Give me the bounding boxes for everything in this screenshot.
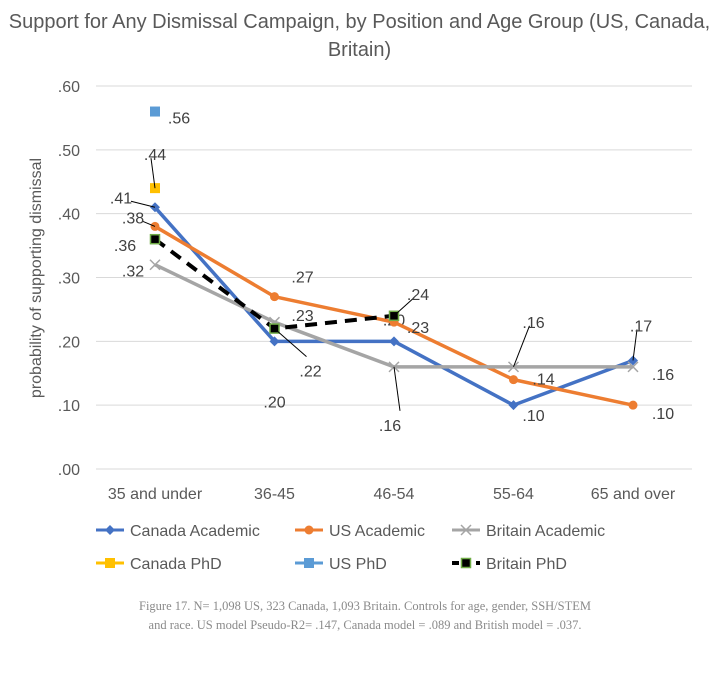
legend-label: US PhD: [329, 556, 387, 573]
data-label: .23: [407, 320, 429, 337]
data-label: .27: [291, 270, 313, 287]
circle-marker: [270, 292, 279, 302]
series-britain-academic: .32 .23 .16 .16 .16: [122, 259, 674, 435]
y-tick-label: .40: [58, 207, 80, 224]
leader-line: [130, 200, 156, 208]
legend-label: Britain PhD: [486, 556, 567, 573]
legend-item: US PhD: [295, 556, 387, 573]
square-marker: [150, 106, 160, 117]
leader-line: [632, 329, 638, 361]
data-label: .32: [122, 264, 144, 281]
diamond-marker: [269, 336, 280, 347]
data-label: .14: [532, 372, 554, 389]
series-line: [153, 206, 634, 407]
leader-line: [274, 328, 307, 357]
leader-line: [393, 366, 401, 411]
square-marker: [105, 558, 115, 568]
data-label: .16: [379, 418, 401, 435]
legend-label: Britain Academic: [486, 523, 605, 540]
x-marker: [149, 259, 161, 271]
leader-line: [393, 297, 415, 317]
series-canada-academic: .41.20.20.10.17: [110, 190, 652, 425]
series-britain-phd: .36 .22 .24: [114, 233, 429, 381]
chart-title: Support for Any Dismissal Campaign, by P…: [8, 11, 711, 61]
y-tick-label: .10: [58, 398, 80, 415]
diamond-marker: [389, 336, 399, 347]
legend-item: Canada Academic: [96, 523, 260, 540]
series-us-academic: .38 .27 .23 .14 .10: [122, 210, 674, 423]
data-label: .23: [291, 308, 313, 325]
square-marker: [149, 233, 161, 245]
series-us-phd: .56: [150, 106, 190, 128]
legend-item: Britain Academic: [452, 523, 605, 540]
data-label: .16: [652, 367, 674, 384]
x-tick-label: 36-45: [254, 486, 295, 503]
legend-item: US Academic: [295, 523, 425, 540]
data-label: .36: [114, 238, 136, 255]
x-tick-label: 65 and over: [591, 486, 676, 503]
x-marker: [627, 361, 639, 373]
circle-marker: [509, 375, 518, 385]
legend-label: US Academic: [329, 523, 425, 540]
data-label: .22: [299, 364, 321, 381]
line-chart: .00 .10 .20 .30 .40 .50 .60 35 and under 36-45 46…: [28, 79, 692, 573]
circle-marker: [304, 525, 314, 535]
y-tick-label: .20: [58, 334, 80, 351]
legend-item: Britain PhD: [452, 556, 567, 573]
data-label: .44: [144, 147, 166, 164]
data-label: .17: [630, 318, 652, 335]
y-tick-label: .30: [58, 271, 80, 288]
data-label: .24: [407, 287, 429, 304]
data-label: .10: [652, 406, 674, 423]
y-tick-label: .60: [58, 79, 80, 96]
legend-label: Canada PhD: [130, 556, 222, 573]
legend-label: Canada Academic: [130, 523, 260, 540]
diamond-marker: [105, 525, 115, 535]
series-canada-phd: .44: [144, 147, 166, 194]
y-axis-label: probability of supporting dismissal: [28, 158, 45, 398]
diamond-marker: [508, 400, 519, 411]
y-tick-label: .00: [58, 462, 80, 479]
y-tick-label: .50: [58, 143, 80, 160]
data-label: .56: [168, 111, 190, 128]
x-tick-label: 55-64: [493, 486, 534, 503]
data-label: .20: [263, 394, 285, 411]
leader-line: [150, 158, 156, 189]
square-marker: [460, 557, 472, 569]
leader-line: [513, 325, 530, 368]
data-label: .10: [522, 408, 544, 425]
x-marker: [460, 524, 472, 536]
leader-line: [142, 220, 156, 227]
legend-item: Canada PhD: [96, 556, 222, 573]
figure-caption: Figure 17. N= 1,098 US, 323 Canada, 1,09…: [139, 599, 591, 632]
x-tick-label: 35 and under: [108, 486, 203, 503]
data-label: .16: [522, 315, 544, 332]
data-label: .41: [110, 190, 132, 207]
data-label: .38: [122, 210, 144, 227]
square-marker: [304, 558, 314, 568]
x-tick-label: 46-54: [374, 486, 415, 503]
x-marker: [507, 361, 520, 373]
circle-marker: [628, 400, 638, 410]
